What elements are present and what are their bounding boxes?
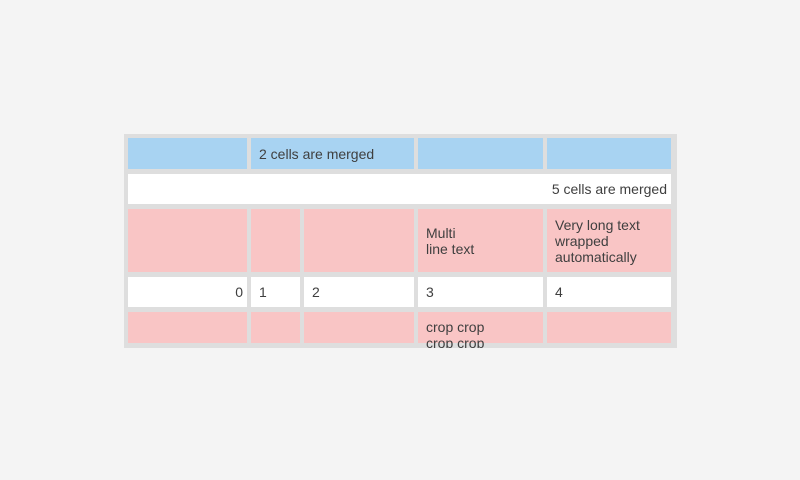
number-1-label: 1 xyxy=(259,284,267,300)
number-0-label: 0 xyxy=(235,284,243,300)
number-4-label: 4 xyxy=(555,284,563,300)
table-cell-r5c4[interactable]: crop crop crop crop xyxy=(418,312,543,348)
table-cell-r2-merged5[interactable]: 5 cells are merged xyxy=(128,174,671,204)
table-cell-r3c4[interactable]: Multi line text xyxy=(418,209,543,272)
merged-5-cells-label: 5 cells are merged xyxy=(551,181,667,197)
table-cell-r3c5[interactable]: Very long text wrapped automatically xyxy=(547,209,671,272)
table-cell-r5c3[interactable] xyxy=(304,312,414,343)
table-cell-r4c4[interactable]: 3 xyxy=(418,277,543,307)
table-cell-r1-merged2[interactable]: 2 cells are merged xyxy=(251,138,414,169)
number-3-label: 3 xyxy=(426,284,434,300)
table-cell-r5c2[interactable] xyxy=(251,312,300,343)
number-2-label: 2 xyxy=(312,284,320,300)
table-cell-r5c1[interactable] xyxy=(128,312,247,343)
table-cell-r4c1[interactable]: 0 xyxy=(128,277,247,307)
wrapped-text-label: Very long text wrapped automatically xyxy=(555,216,640,265)
table-cell-r1c4[interactable] xyxy=(418,138,543,169)
table: 2 cells are merged 5 cells are merged Mu… xyxy=(124,134,677,348)
table-cell-r1c5[interactable] xyxy=(547,138,671,169)
table-cell-r3c2[interactable] xyxy=(251,209,300,272)
multi-line-text-label: Multi line text xyxy=(426,224,475,257)
table-cell-r3c3[interactable] xyxy=(304,209,414,272)
table-cell-r4c2[interactable]: 1 xyxy=(251,277,300,307)
cropped-text-label: crop crop crop crop xyxy=(426,319,485,348)
table-cell-r4c5[interactable]: 4 xyxy=(547,277,671,307)
table-cell-r3c1[interactable] xyxy=(128,209,247,272)
table-cell-r4c3[interactable]: 2 xyxy=(304,277,414,307)
table-cell-r5c5[interactable] xyxy=(547,312,671,343)
merged-2-cells-label: 2 cells are merged xyxy=(259,145,375,162)
table-cell-r1c1[interactable] xyxy=(128,138,247,169)
